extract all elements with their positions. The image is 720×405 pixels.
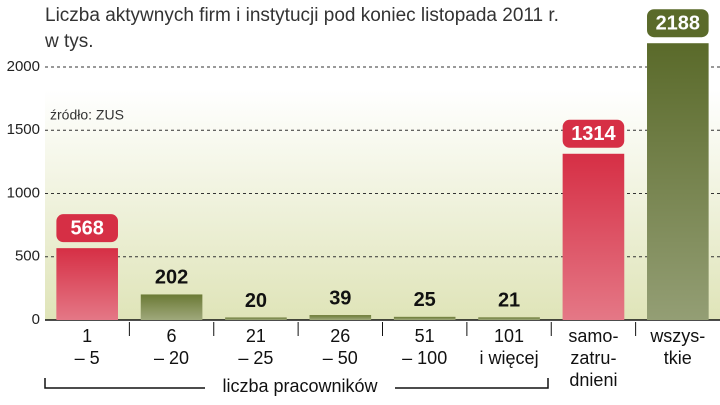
bar-shade <box>647 43 709 321</box>
value-label: 568 <box>71 217 104 239</box>
chart-subtitle: w tys. <box>44 31 94 52</box>
bar-shade <box>309 315 372 320</box>
value-label: 21 <box>498 290 520 312</box>
bar-shade <box>393 316 456 320</box>
bar-shade <box>140 294 203 320</box>
bar-shade <box>225 317 287 320</box>
x-tick-label: i więcej <box>480 348 539 368</box>
y-tick-label: 1000 <box>7 184 40 201</box>
value-label: 39 <box>329 287 351 309</box>
value-label: 20 <box>245 290 267 312</box>
group-label: liczba pracowników <box>222 376 378 396</box>
value-label: 202 <box>155 267 188 289</box>
y-tick-label: 0 <box>32 311 40 328</box>
source: źródło: ZUS <box>50 107 124 123</box>
group-label-bg <box>205 376 395 398</box>
x-tick-label: 101 <box>494 326 524 346</box>
x-tick-label: 6 <box>167 326 177 346</box>
x-tick-label: 51 <box>415 326 435 346</box>
bar-shade <box>562 153 625 320</box>
value-badge <box>562 119 625 148</box>
x-tick-label: dnieni <box>569 370 617 390</box>
x-tick-label: zatru- <box>570 348 616 368</box>
value-label: 25 <box>414 289 436 311</box>
x-tick-label: samo- <box>568 326 618 346</box>
bar-shade <box>478 317 540 320</box>
x-tick-label: tkie <box>664 348 692 368</box>
x-tick-label: 26 <box>330 326 350 346</box>
x-tick-label: – 25 <box>238 348 273 368</box>
x-tick-label: 1 <box>82 326 92 346</box>
value-badge <box>56 214 118 243</box>
y-tick-label: 500 <box>15 248 40 265</box>
x-tick-label: 21 <box>246 326 266 346</box>
value-label: 1314 <box>571 123 616 145</box>
bar-shade <box>56 248 118 320</box>
y-tick-label: 2000 <box>7 58 40 75</box>
x-tick-label: – 5 <box>75 348 100 368</box>
y-tick-label: 1500 <box>7 121 40 138</box>
value-label: 2188 <box>656 12 701 34</box>
x-tick-label: – 20 <box>154 348 189 368</box>
x-tick-label: – 50 <box>323 348 358 368</box>
value-badge <box>647 9 709 38</box>
x-tick-label: – 100 <box>402 348 447 368</box>
x-tick-label: wszys- <box>649 326 705 346</box>
chart-title: Liczba aktywnych firm i instytucji pod k… <box>45 5 559 26</box>
